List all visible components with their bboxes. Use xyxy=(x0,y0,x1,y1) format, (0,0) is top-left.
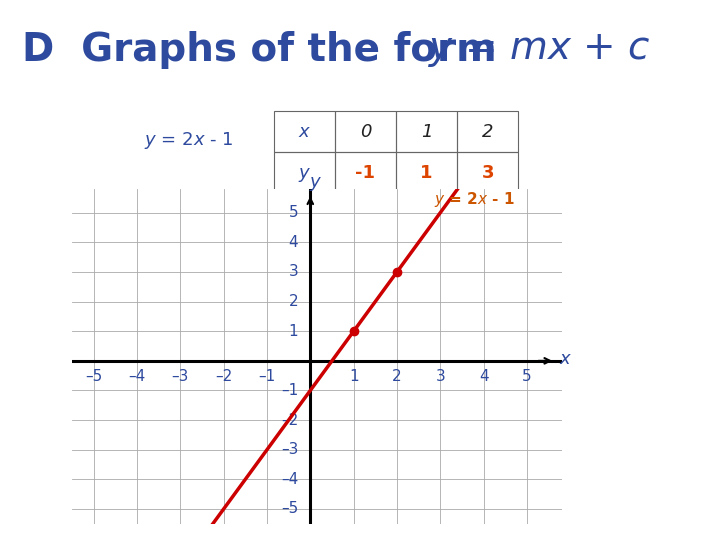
Text: 0: 0 xyxy=(360,123,371,141)
Text: 1: 1 xyxy=(289,323,298,339)
Text: x: x xyxy=(299,123,310,141)
Text: –3: –3 xyxy=(281,442,298,457)
Text: –5: –5 xyxy=(85,369,102,384)
Text: y: y xyxy=(299,164,310,182)
Text: 2: 2 xyxy=(392,369,402,384)
Text: $\it{y}$ = 2$\it{x}$ - 1: $\it{y}$ = 2$\it{x}$ - 1 xyxy=(433,190,515,209)
Text: –2: –2 xyxy=(215,369,233,384)
Text: 4: 4 xyxy=(289,235,298,250)
Text: –5: –5 xyxy=(281,502,298,516)
Text: –4: –4 xyxy=(128,369,145,384)
Text: –1: –1 xyxy=(258,369,276,384)
Text: 2: 2 xyxy=(289,294,298,309)
Text: 1: 1 xyxy=(348,369,359,384)
Text: 2: 2 xyxy=(482,123,493,141)
Text: $\it{y}$: $\it{y}$ xyxy=(309,176,322,193)
Text: 3: 3 xyxy=(436,369,445,384)
Text: –2: –2 xyxy=(281,413,298,428)
Text: 5: 5 xyxy=(522,369,532,384)
Text: -1: -1 xyxy=(356,164,375,182)
Text: 1: 1 xyxy=(421,123,432,141)
Text: 5: 5 xyxy=(289,205,298,220)
Text: 4: 4 xyxy=(479,369,488,384)
Text: D  Graphs of the form: D Graphs of the form xyxy=(22,31,510,69)
Text: 3: 3 xyxy=(482,164,494,182)
Text: 3: 3 xyxy=(289,265,298,280)
Text: –4: –4 xyxy=(281,472,298,487)
Text: –1: –1 xyxy=(281,383,298,398)
Text: $\it{y}$ = 2$\it{x}$ - 1: $\it{y}$ = 2$\it{x}$ - 1 xyxy=(144,130,233,151)
Text: $\it{y}$ = $\it{mx}$ + $\it{c}$: $\it{y}$ = $\it{mx}$ + $\it{c}$ xyxy=(428,31,651,69)
Text: –3: –3 xyxy=(171,369,189,384)
Text: 1: 1 xyxy=(420,164,433,182)
Text: $\it{x}$: $\it{x}$ xyxy=(559,350,572,368)
